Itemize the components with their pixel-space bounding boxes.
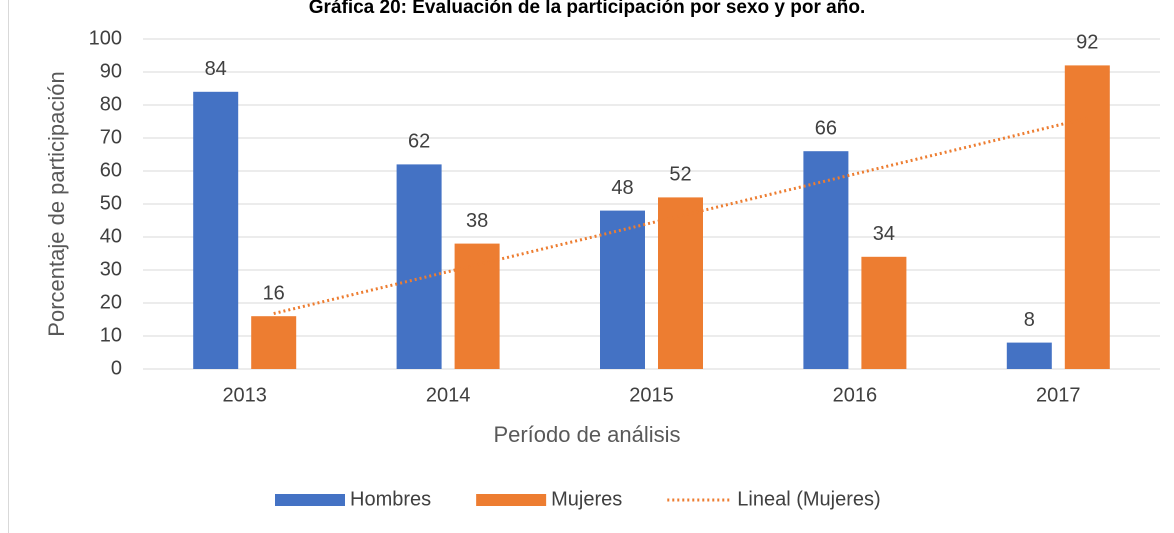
legend-label: Hombres [350,488,431,510]
y-tick-label: 20 [100,291,122,313]
y-tick-label: 50 [100,192,122,214]
bar [803,151,849,369]
chart-title: Gráfica 20: Evaluación de la participaci… [309,0,865,18]
bar [600,210,645,369]
bar [396,164,442,369]
legend-swatch [275,494,345,506]
y-axis-title: Porcentaje de participación [44,71,69,336]
y-tick-label: 100 [89,27,122,49]
y-tick-label: 10 [100,324,122,346]
bar [658,197,703,369]
y-tick-label: 0 [111,357,122,379]
bar [251,316,297,369]
data-label: 38 [466,210,488,232]
bar [1006,342,1052,369]
bar [861,256,907,369]
bar [1064,65,1110,370]
y-tick-label: 80 [100,93,122,115]
bar [454,243,500,369]
legend-label: Mujeres [551,488,622,510]
data-label: 62 [408,131,430,153]
y-tick-label: 90 [100,60,122,82]
legend-swatch [476,494,547,506]
x-axis-title: Período de análisis [493,422,680,447]
y-tick-label: 70 [100,126,122,148]
data-label: 34 [873,223,895,245]
data-label: 48 [611,177,633,199]
legend-label: Lineal (Mujeres) [737,488,880,510]
data-label: 16 [263,282,285,304]
x-tick-label: 2016 [833,384,878,406]
x-tick-label: 2015 [629,384,674,406]
data-label: 52 [669,164,691,186]
y-tick-label: 40 [100,225,122,247]
chart-border [8,0,9,533]
x-tick-label: 2014 [426,384,471,406]
y-tick-label: 30 [100,258,122,280]
data-label: 92 [1076,32,1098,54]
bar [193,91,239,370]
y-tick-label: 60 [100,159,122,181]
data-label: 66 [815,117,837,139]
data-label: 8 [1024,309,1035,331]
x-tick-label: 2013 [222,384,267,406]
x-tick-label: 2017 [1036,384,1081,406]
data-label: 84 [205,58,227,80]
